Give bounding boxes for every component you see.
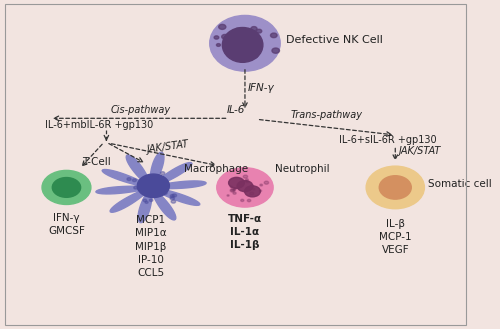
Circle shape	[227, 195, 229, 196]
Ellipse shape	[210, 15, 280, 71]
Circle shape	[246, 181, 248, 183]
Circle shape	[260, 184, 262, 186]
Circle shape	[157, 190, 161, 193]
Text: IL-6+mbIL-6R +gp130: IL-6+mbIL-6R +gp130	[46, 120, 154, 130]
Circle shape	[160, 188, 165, 192]
Circle shape	[150, 199, 153, 201]
Circle shape	[228, 51, 232, 54]
Circle shape	[52, 178, 80, 197]
Circle shape	[160, 185, 164, 189]
Text: IL-6+sIL-6R +gp130: IL-6+sIL-6R +gp130	[339, 135, 436, 145]
Text: JAK/STAT: JAK/STAT	[146, 139, 190, 155]
Text: TNF-α
IL-1α
IL-1β: TNF-α IL-1α IL-1β	[228, 214, 262, 250]
Circle shape	[222, 35, 228, 39]
Circle shape	[236, 53, 244, 59]
Text: Defective NK Cell: Defective NK Cell	[286, 35, 382, 45]
Circle shape	[237, 181, 253, 191]
Circle shape	[230, 189, 234, 192]
Circle shape	[138, 188, 141, 190]
Circle shape	[230, 186, 232, 188]
Polygon shape	[96, 152, 206, 223]
Circle shape	[250, 192, 254, 195]
Text: MCP1
MIP1α
MIP1β
IP-10
CCL5: MCP1 MIP1α MIP1β IP-10 CCL5	[135, 215, 167, 278]
Circle shape	[270, 33, 277, 38]
Circle shape	[172, 194, 176, 197]
Ellipse shape	[380, 176, 412, 199]
Circle shape	[244, 186, 260, 197]
Text: Neutrophil: Neutrophil	[276, 164, 330, 174]
Circle shape	[256, 29, 262, 33]
Text: Macrophage: Macrophage	[184, 164, 248, 173]
Circle shape	[235, 28, 242, 33]
Circle shape	[250, 185, 254, 187]
Ellipse shape	[138, 174, 170, 197]
Text: IFN-γ: IFN-γ	[248, 83, 274, 93]
Circle shape	[145, 201, 148, 203]
Circle shape	[42, 170, 91, 204]
Circle shape	[218, 24, 226, 29]
Circle shape	[127, 178, 131, 181]
Circle shape	[217, 168, 273, 207]
Circle shape	[162, 181, 166, 184]
Ellipse shape	[222, 28, 263, 62]
Circle shape	[243, 175, 248, 178]
Circle shape	[171, 200, 175, 203]
Text: IL-β
MCP-1
VEGF: IL-β MCP-1 VEGF	[379, 218, 412, 255]
Circle shape	[170, 194, 174, 197]
Circle shape	[145, 182, 150, 185]
Circle shape	[234, 188, 236, 190]
Circle shape	[253, 55, 258, 58]
Circle shape	[162, 191, 167, 194]
Circle shape	[231, 189, 234, 191]
Circle shape	[251, 27, 257, 31]
Circle shape	[216, 44, 220, 46]
Circle shape	[148, 180, 154, 184]
Circle shape	[252, 188, 255, 190]
Circle shape	[143, 199, 146, 202]
Circle shape	[233, 192, 236, 194]
Circle shape	[260, 190, 262, 191]
Circle shape	[228, 177, 244, 188]
Circle shape	[272, 48, 280, 53]
Circle shape	[246, 179, 248, 181]
Circle shape	[224, 36, 230, 40]
Text: Somatic cell: Somatic cell	[428, 179, 492, 189]
Text: T-Cell: T-Cell	[82, 157, 110, 167]
Circle shape	[132, 179, 136, 182]
Circle shape	[160, 172, 165, 175]
Circle shape	[233, 189, 235, 191]
Text: IL-6: IL-6	[226, 105, 245, 115]
Circle shape	[240, 199, 244, 201]
Circle shape	[170, 197, 174, 200]
Text: IFN-γ
GMCSF: IFN-γ GMCSF	[48, 213, 85, 236]
Circle shape	[226, 50, 231, 53]
Circle shape	[214, 36, 219, 39]
Circle shape	[264, 181, 268, 184]
Circle shape	[134, 186, 138, 189]
Circle shape	[147, 190, 152, 193]
Circle shape	[248, 199, 251, 202]
Text: Cis-pathway: Cis-pathway	[110, 105, 170, 115]
Text: Trans-pathway: Trans-pathway	[290, 110, 362, 120]
Text: JAK/STAT: JAK/STAT	[399, 146, 442, 156]
Ellipse shape	[366, 166, 424, 209]
